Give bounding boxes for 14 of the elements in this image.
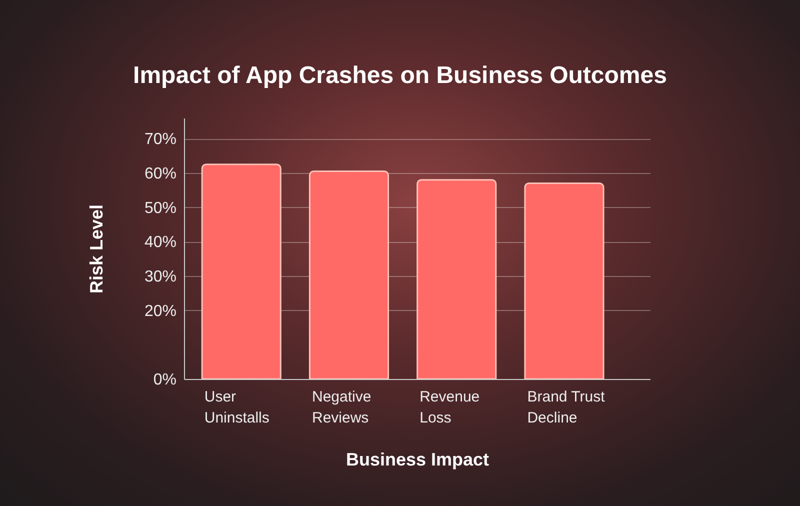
y-tick-label: 50% (144, 200, 176, 217)
y-tick-label: 40% (144, 234, 176, 252)
x-tick-label: Brand Trust Decline (527, 388, 606, 426)
x-axis-title: Business Impact (346, 450, 490, 470)
y-tick-label: 70% (144, 131, 176, 148)
x-tick-label: Revenue Loss (420, 388, 480, 426)
y-tick-label: 20% (144, 302, 176, 320)
x-tick-label: Negative Reviews (312, 388, 372, 426)
x-tick-label: User Uninstalls (204, 388, 270, 426)
y-tick-label: 30% (144, 268, 176, 286)
chart-title: Impact of App Crashes on Business Outcomes (133, 62, 667, 89)
y-axis-title: Risk Level (86, 204, 106, 294)
y-tick-label: 0% (153, 372, 176, 388)
y-tick-label: 60% (144, 165, 176, 182)
